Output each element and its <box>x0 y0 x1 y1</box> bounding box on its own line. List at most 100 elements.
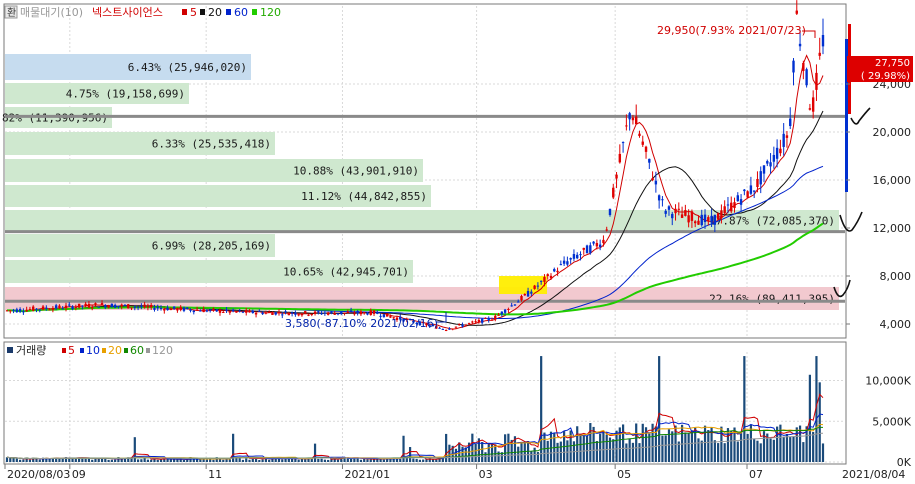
volume-bar <box>431 459 435 462</box>
candle-body <box>136 306 140 308</box>
candle-body <box>330 311 333 313</box>
volume-bar <box>500 452 503 462</box>
candle-body <box>51 308 55 311</box>
candle-body <box>205 310 209 312</box>
candle-body <box>520 296 523 301</box>
candle-body <box>281 314 284 316</box>
volume-bar <box>461 446 464 462</box>
volume-bar <box>736 441 739 462</box>
volume-bar <box>209 457 212 462</box>
candle-body <box>766 161 769 164</box>
volume-bar <box>19 459 22 462</box>
candle-body <box>730 202 733 212</box>
candle-body <box>372 310 376 314</box>
volume-bar <box>195 459 199 462</box>
volume-bar <box>327 459 330 462</box>
volume-bar <box>254 457 258 462</box>
volume-bar <box>648 433 651 462</box>
candle-body <box>369 310 372 315</box>
volume-legend-120: 120 <box>152 344 173 357</box>
date-label: 11 <box>208 468 222 481</box>
candle-body <box>18 309 22 312</box>
candle-body <box>605 229 608 231</box>
candle-body <box>746 191 749 198</box>
candle-body <box>169 308 173 311</box>
candle-body <box>733 202 736 209</box>
volume-bar <box>631 442 635 462</box>
candle-body <box>559 264 563 266</box>
legend-toggle[interactable] <box>4 5 18 19</box>
volume-bar <box>559 441 562 462</box>
volume-bar <box>628 438 631 462</box>
volume-band-label-2: 4.75% (19,158,699) <box>66 88 185 101</box>
candle-body <box>710 215 713 223</box>
candle-body <box>808 108 812 110</box>
check-mark-2 <box>839 211 863 232</box>
legend-ma5: 5 <box>190 6 197 19</box>
candle-body <box>716 213 720 220</box>
date-axis: 2020/08/03 09 11 2021/01 03 05 07 <box>4 464 763 481</box>
candle-body <box>287 313 291 316</box>
volume-bar <box>690 430 694 462</box>
volume-legend-5: 5 <box>68 344 75 357</box>
candle-body <box>405 319 409 321</box>
candle-body <box>140 306 143 308</box>
candle-body <box>441 328 445 330</box>
candle-body <box>621 142 625 144</box>
current-price: 27,750 <box>875 58 910 69</box>
candle-body <box>549 275 553 279</box>
volume-bar <box>356 457 359 462</box>
candle-body <box>271 312 274 316</box>
candle-body <box>402 318 405 322</box>
volume-band-label-5: 10.88% (43,901,910) <box>293 165 419 178</box>
volume-bar <box>349 458 353 462</box>
candle-body <box>215 309 218 312</box>
candle-body <box>772 154 776 162</box>
support-resistance-lines <box>5 114 845 303</box>
volume-bar <box>300 457 304 462</box>
candle-body <box>64 305 68 309</box>
volume-tick-label: 0K <box>897 456 912 469</box>
volume-bar <box>749 424 753 462</box>
volume-bar <box>798 425 802 462</box>
volume-bar <box>317 458 320 462</box>
price-tick-label: 8,000 <box>880 270 912 283</box>
candle-body <box>576 254 579 259</box>
candle-body <box>523 294 526 296</box>
volume-bar <box>107 459 110 462</box>
candle-body <box>582 247 585 250</box>
candle-body <box>22 311 25 313</box>
candle-body <box>762 165 766 174</box>
volume-bar <box>687 432 690 462</box>
volume-bar <box>94 458 97 462</box>
volume-bar <box>143 457 146 462</box>
volume-bar <box>104 457 107 462</box>
candle-body <box>612 187 615 198</box>
volume-bar <box>707 430 710 462</box>
volume-bar <box>291 458 294 462</box>
volume-band-label-1: 6.43% (25,946,020) <box>128 61 247 74</box>
volume-bar <box>605 434 608 462</box>
candle-body <box>789 118 792 127</box>
volume-bar <box>258 459 261 462</box>
candle-body <box>310 313 313 315</box>
candle-body <box>74 306 78 308</box>
candle-body <box>595 243 599 247</box>
volume-bar <box>733 427 736 462</box>
date-label: 2020/08/03 <box>7 468 70 481</box>
candle-body <box>821 35 825 47</box>
volume-bar <box>241 459 245 462</box>
candle-body <box>811 97 815 112</box>
volume-bar <box>674 425 677 462</box>
candle-last-down <box>845 39 848 192</box>
candle-body <box>28 308 32 310</box>
candle-body <box>572 254 576 259</box>
candle-body <box>667 206 671 210</box>
current-change: ( 29.98%) <box>861 71 910 82</box>
candle-body <box>97 306 100 308</box>
high-annotation: 29,950(7.93% 2021/07/23) <box>657 24 806 37</box>
volume-bar <box>15 458 18 462</box>
highlight-box <box>499 276 547 294</box>
candle-body <box>484 318 487 320</box>
